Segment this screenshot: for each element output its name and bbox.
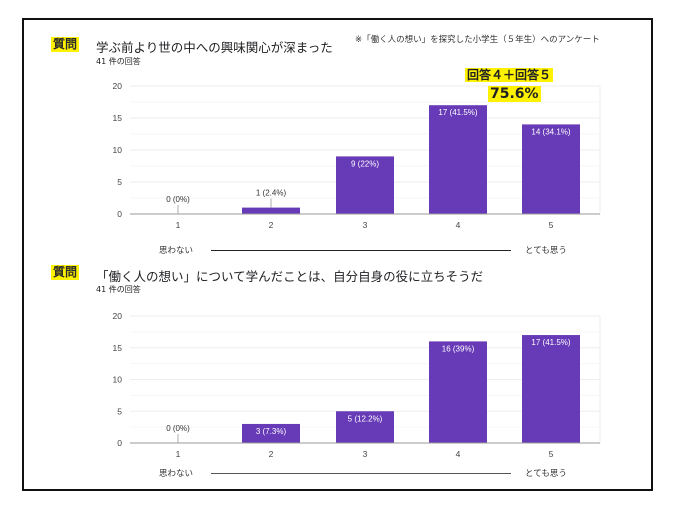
bar [522, 124, 580, 214]
data-label: 0 (0%) [166, 424, 190, 433]
bar [336, 156, 394, 214]
data-label: 0 (0%) [166, 195, 190, 204]
scale-low-label-2: 思わない [159, 469, 194, 479]
bar [336, 411, 394, 443]
y-tick-label: 0 [117, 209, 122, 219]
x-tick-label: 5 [549, 449, 554, 459]
question-badge-1: 質問 [51, 37, 80, 52]
data-label: 17 (41.5%) [438, 108, 477, 117]
bar [429, 341, 487, 443]
y-tick-label: 20 [113, 311, 123, 321]
x-tick-label: 3 [363, 220, 368, 230]
data-label: 14 (34.1%) [531, 127, 570, 136]
y-tick-label: 20 [113, 81, 123, 91]
y-tick-label: 10 [113, 145, 123, 155]
bar [429, 105, 487, 214]
y-tick-label: 15 [113, 113, 123, 123]
response-count-1: 41 件の回答 [96, 57, 141, 66]
y-tick-label: 5 [117, 177, 122, 187]
highlight-answers-4-5: 回答４＋回答５ [465, 68, 554, 82]
x-tick-label: 2 [269, 449, 274, 459]
x-tick-label: 4 [456, 449, 461, 459]
x-tick-label: 2 [269, 220, 274, 230]
x-tick-label: 1 [176, 449, 181, 459]
data-label: 5 (12.2%) [348, 414, 383, 423]
x-tick-label: 4 [456, 220, 461, 230]
highlight-percentage: 75.6% [488, 86, 541, 102]
survey-note: ※「働く人の想い」を探究した小学生（５年生）へのアンケート [355, 35, 600, 45]
data-label: 9 (22%) [351, 159, 379, 168]
bar [242, 423, 300, 443]
response-count-2: 41 件の回答 [96, 285, 141, 294]
x-tick-label: 5 [549, 220, 554, 230]
y-tick-label: 5 [117, 406, 122, 416]
question-title-1: 学ぶ前より世の中への興味関心が深まった [96, 40, 333, 55]
data-label: 17 (41.5%) [531, 338, 570, 347]
bar [242, 207, 300, 214]
y-tick-label: 10 [113, 375, 123, 385]
scale-high-label-1: とても思う [525, 246, 567, 256]
y-tick-label: 0 [117, 438, 122, 448]
question-title-2: 「働く人の想い」について学んだことは、自分自身の役に立ちそうだ [96, 269, 484, 284]
data-label: 16 (39%) [442, 344, 475, 353]
y-tick-label: 15 [113, 343, 123, 353]
scale-high-label-2: とても思う [525, 469, 567, 479]
scale-line-1 [211, 250, 511, 251]
x-tick-label: 3 [363, 449, 368, 459]
question-badge-2: 質問 [51, 265, 80, 280]
data-label: 1 (2.4%) [256, 189, 287, 198]
scale-line-2 [211, 473, 511, 474]
data-label: 3 (7.3%) [256, 427, 287, 436]
scale-low-label-1: 思わない [159, 246, 194, 256]
bar [522, 335, 580, 443]
x-tick-label: 1 [176, 220, 181, 230]
